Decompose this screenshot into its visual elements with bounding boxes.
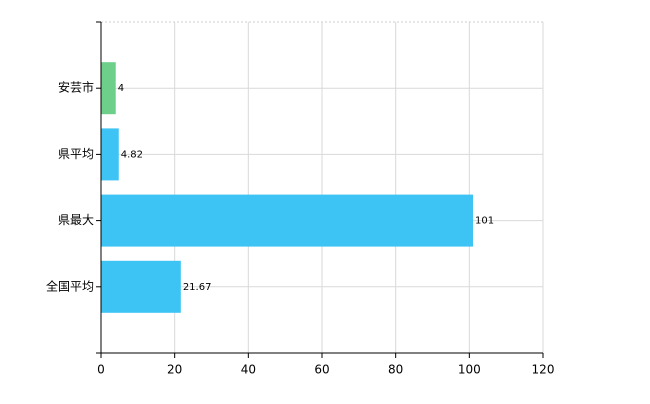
value-label: 4.82 xyxy=(121,149,143,160)
y-tick-label: 安芸市 xyxy=(58,80,94,95)
y-tick-label: 全国平均 xyxy=(46,278,94,293)
bar xyxy=(101,128,119,181)
y-tick-label: 県平均 xyxy=(58,147,94,161)
x-tick-label: 20 xyxy=(167,363,182,377)
bar xyxy=(101,260,181,313)
value-label: 21.67 xyxy=(183,282,212,293)
y-tick-label: 県最大 xyxy=(58,213,94,227)
x-tick-label: 120 xyxy=(532,363,555,377)
x-tick-label: 100 xyxy=(458,363,481,377)
x-tick-label: 60 xyxy=(314,363,329,377)
value-label: 101 xyxy=(475,216,494,227)
x-tick-label: 0 xyxy=(97,363,105,377)
bar xyxy=(101,194,474,247)
bar xyxy=(101,62,116,115)
value-label: 4 xyxy=(118,83,124,94)
x-tick-label: 40 xyxy=(241,363,256,377)
x-tick-label: 80 xyxy=(388,363,403,377)
